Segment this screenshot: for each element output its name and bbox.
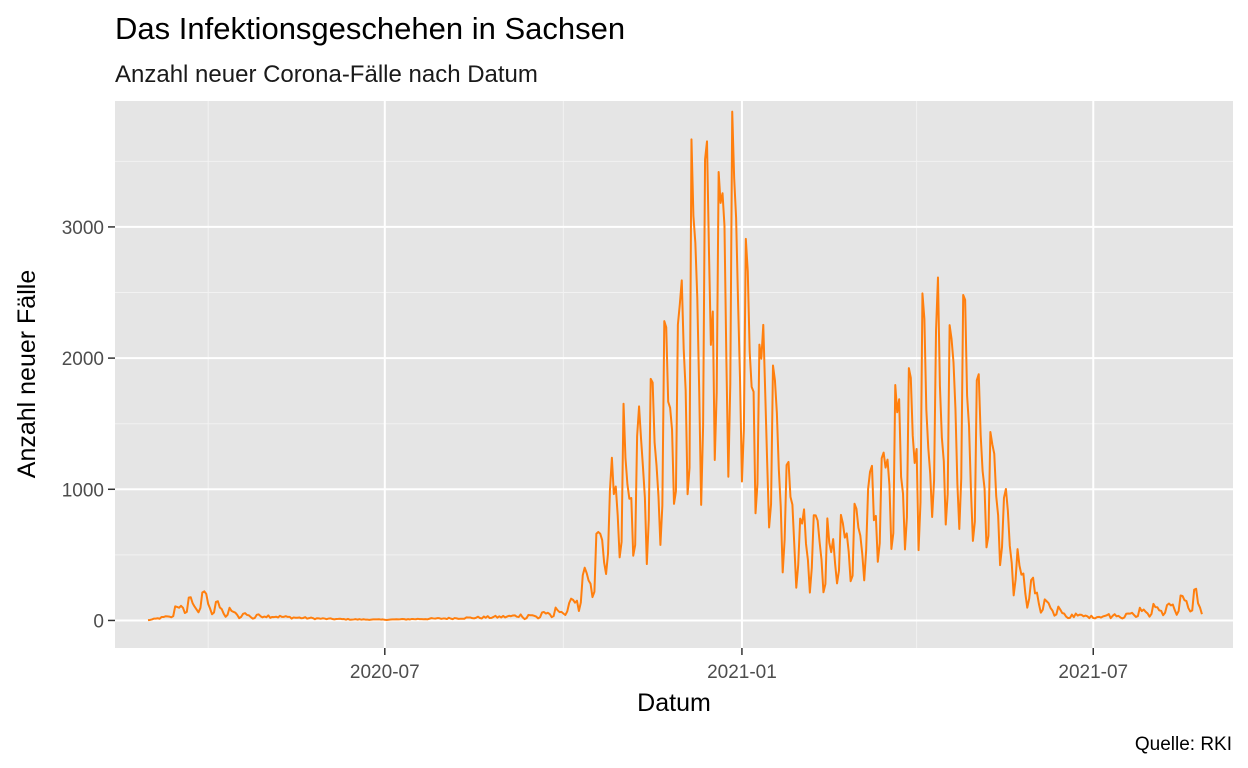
y-tick-label: 3000 <box>62 218 104 239</box>
x-tick-label: 2021-07 <box>1058 662 1128 683</box>
y-tick-label: 1000 <box>62 480 104 501</box>
y-tick-label: 0 <box>93 611 104 632</box>
axes: 0 1000 2000 3000 2020-07 2021-01 2021-07 <box>62 218 1128 683</box>
y-tick-label: 2000 <box>62 349 104 370</box>
y-axis-title: Anzahl neuer Fälle <box>13 270 41 478</box>
gridlines <box>115 101 1233 648</box>
x-tick-label: 2020-07 <box>350 662 420 683</box>
plot-panel <box>115 101 1233 648</box>
series-line <box>147 110 1203 622</box>
source-caption: Quelle: RKI <box>1135 734 1232 755</box>
x-axis-title: Datum <box>637 689 711 717</box>
chart-title: Das Infektionsgeschehen in Sachsen <box>115 11 625 46</box>
x-tick-label: 2021-01 <box>707 662 777 683</box>
chart-subtitle: Anzahl neuer Corona-Fälle nach Datum <box>115 61 538 88</box>
series-layer <box>147 110 1203 622</box>
